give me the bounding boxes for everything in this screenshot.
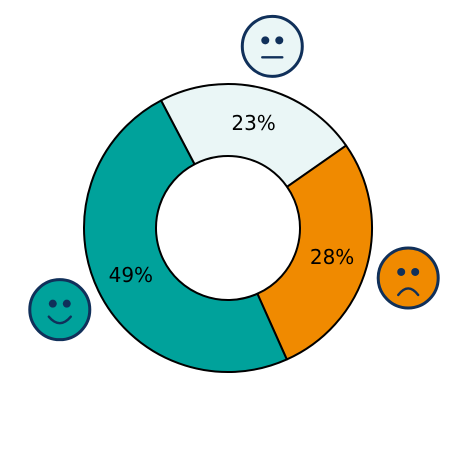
donut-slice-49 [83, 99, 288, 373]
slice-label-23: 23% [231, 111, 275, 135]
face-icons [28, 14, 440, 342]
donut-labels: 23% 28% 49% [109, 111, 355, 287]
donut-slice-28 [256, 144, 373, 361]
slice-label-49: 49% [109, 263, 153, 287]
donut-slice-23 [160, 83, 348, 188]
slice-label-28: 28% [310, 245, 354, 269]
neutral-face-icon [240, 14, 304, 78]
happy-face-icon [28, 278, 92, 342]
donut-slices [83, 83, 373, 373]
sad-face-icon [376, 246, 440, 310]
